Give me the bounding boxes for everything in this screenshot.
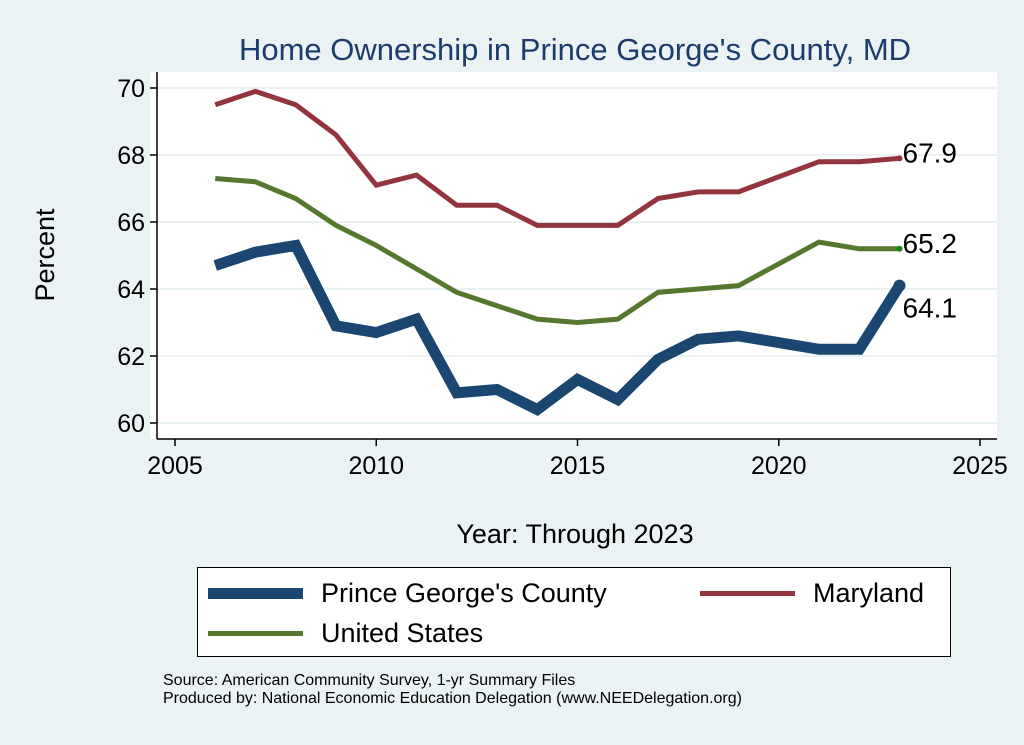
- series-line-prince-george-s-county: [213, 239, 905, 417]
- legend-label: United States: [321, 618, 484, 648]
- y-tick-label: 60: [117, 410, 145, 438]
- x-tick-label: 2005: [147, 452, 203, 480]
- legend-label: Prince George's County: [321, 578, 607, 608]
- end-marker: [896, 155, 903, 162]
- legend: Prince George's County Maryland United S…: [197, 567, 951, 657]
- x-tick-label: 2020: [751, 452, 807, 480]
- series-line-maryland: [214, 88, 900, 228]
- y-tick-label: 68: [117, 142, 145, 170]
- legend-item-united-states: United States: [208, 618, 483, 649]
- legend-swatch: [700, 591, 795, 596]
- end-marker: [893, 279, 906, 292]
- x-tick-label: 2010: [348, 452, 404, 480]
- end-label: 67.9: [903, 137, 958, 168]
- y-tick-label: 66: [117, 209, 145, 237]
- y-axis-label: Percent: [30, 208, 60, 302]
- end-marker: [896, 245, 903, 252]
- x-tick-label: 2015: [550, 452, 606, 480]
- legend-swatch: [208, 631, 303, 636]
- x-tick-label: 2025: [952, 452, 1008, 480]
- source-note: Source: American Community Survey, 1-yr …: [163, 672, 742, 708]
- source-line: Source: American Community Survey, 1-yr …: [163, 672, 576, 689]
- legend-item-maryland: Maryland: [700, 578, 924, 609]
- legend-label: Maryland: [813, 578, 925, 608]
- series-line-united-states: [215, 175, 900, 326]
- y-tick-label: 70: [117, 75, 145, 103]
- legend-item-prince-georges: Prince George's County: [208, 578, 607, 609]
- legend-swatch: [208, 588, 303, 599]
- end-label: 65.2: [903, 228, 958, 259]
- end-label: 64.1: [903, 293, 958, 324]
- y-tick-label: 62: [117, 343, 145, 371]
- produced-by-line: Produced by: National Economic Education…: [163, 690, 742, 707]
- y-tick-label: 64: [117, 276, 145, 304]
- chart-title: Home Ownership in Prince George's County…: [239, 32, 911, 67]
- x-axis-label: Year: Through 2023: [456, 519, 693, 549]
